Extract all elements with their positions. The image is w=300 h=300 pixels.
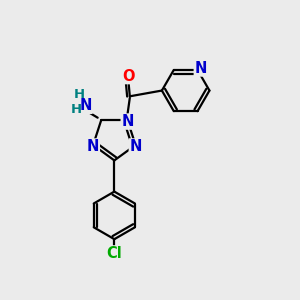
Text: O: O	[122, 69, 135, 84]
Text: H: H	[74, 88, 85, 101]
Text: N: N	[129, 139, 142, 154]
Text: N: N	[80, 98, 92, 113]
Text: H: H	[70, 103, 82, 116]
Text: N: N	[121, 114, 134, 129]
Text: Cl: Cl	[106, 246, 122, 261]
Text: N: N	[194, 61, 207, 76]
Text: N: N	[87, 139, 99, 154]
